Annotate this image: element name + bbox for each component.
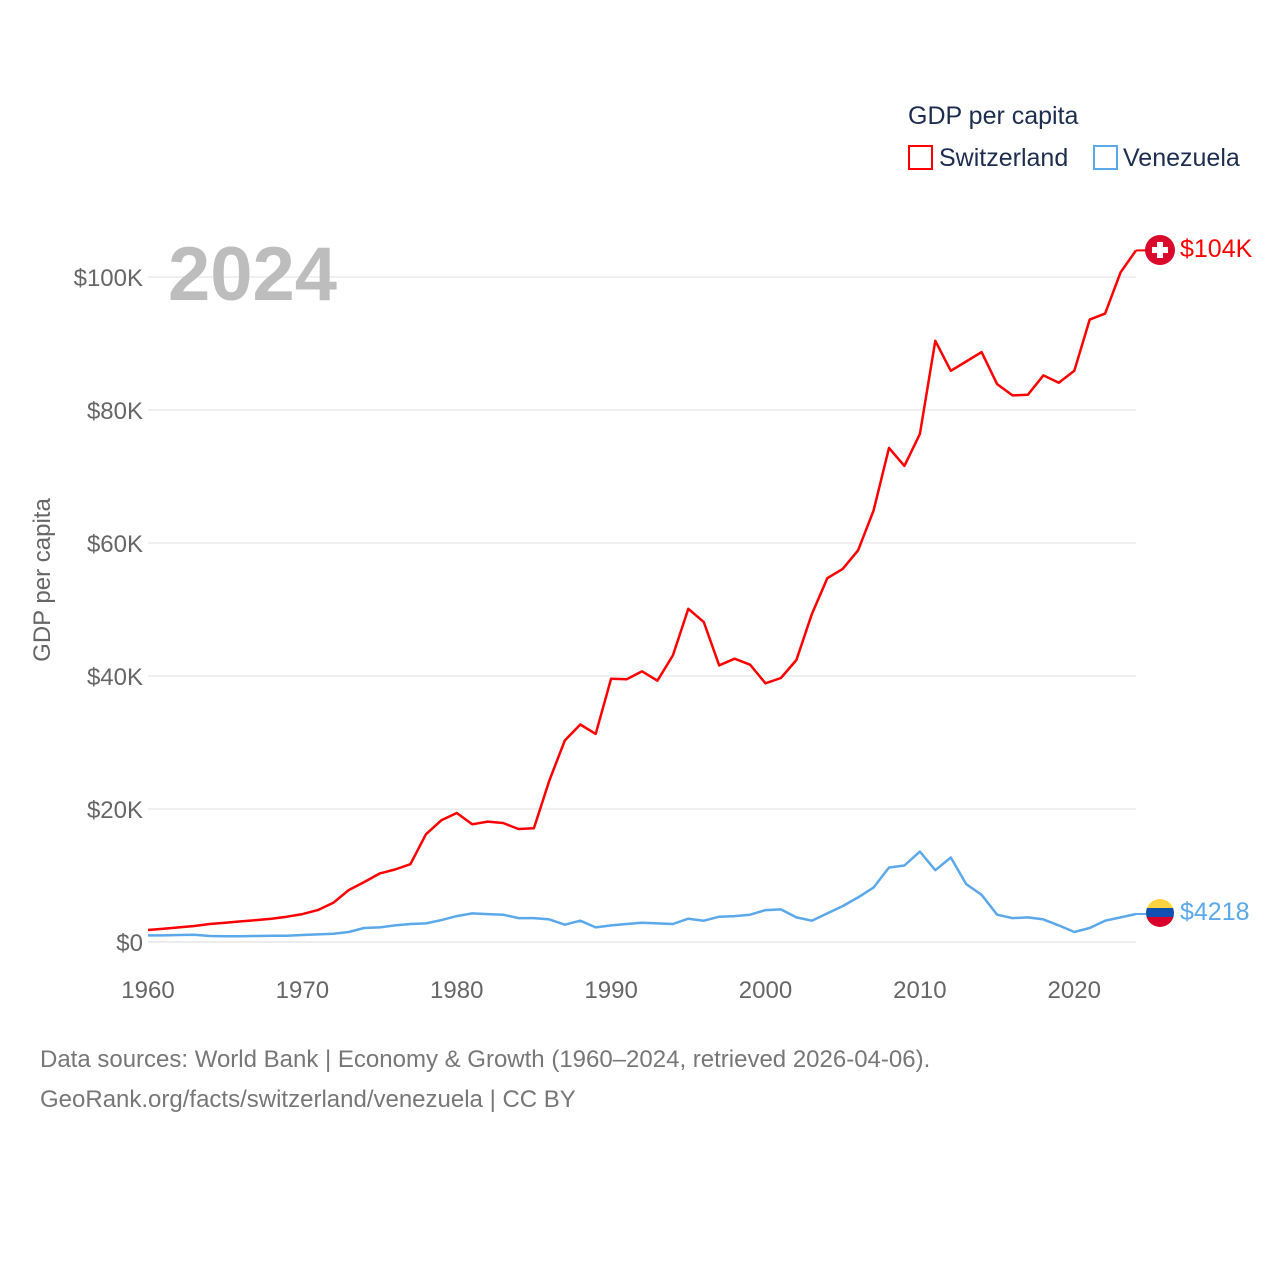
series-line-venezuela <box>148 850 1137 938</box>
switzerland-flag-icon <box>1145 235 1175 265</box>
x-tick-label: 1960 <box>121 977 174 1004</box>
y-tick-label: $0 <box>116 930 143 957</box>
legend-item-venezuela[interactable]: Venezuela <box>1093 144 1240 172</box>
x-tick-label: 1970 <box>276 977 329 1004</box>
venezuela-end-label: $4218 <box>1180 898 1250 926</box>
gridlines <box>148 276 1136 943</box>
x-tick-label: 2000 <box>739 977 792 1004</box>
y-tick-label: $20K <box>87 797 143 824</box>
legend-label-venezuela: Venezuela <box>1123 144 1240 172</box>
footer-sources: Data sources: World Bank | Economy & Gro… <box>40 1046 931 1073</box>
switzerland-end-label: $104K <box>1180 235 1253 263</box>
footer-link[interactable]: GeoRank.org/facts/switzerland/venezuela … <box>40 1086 576 1113</box>
venezuela-flag-icon <box>1146 899 1174 927</box>
y-tick-label: $100K <box>74 265 143 292</box>
series-line-switzerland <box>147 249 1138 932</box>
legend-swatch-switzerland <box>908 145 933 170</box>
x-tick-label: 1980 <box>430 977 483 1004</box>
y-tick-label: $40K <box>87 664 143 691</box>
legend-title: GDP per capita <box>908 102 1079 130</box>
x-tick-label: 2020 <box>1048 977 1101 1004</box>
x-tick-label: 2010 <box>893 977 946 1004</box>
legend-label-switzerland: Switzerland <box>939 144 1068 172</box>
x-tick-label: 1990 <box>584 977 637 1004</box>
legend-item-switzerland[interactable]: Switzerland <box>908 144 1068 172</box>
y-axis-label: GDP per capita <box>29 498 56 662</box>
y-tick-label: $60K <box>87 531 143 558</box>
big-year-label: 2024 <box>168 232 337 317</box>
y-axis-ticks: $0 $20K $40K $60K $80K $100K <box>74 265 143 957</box>
x-axis-ticks: 1960 1970 1980 1990 2000 2010 2020 <box>121 977 1101 1004</box>
legend-swatch-venezuela <box>1093 145 1118 170</box>
series-lines <box>147 249 1146 938</box>
y-tick-label: $80K <box>87 398 143 425</box>
